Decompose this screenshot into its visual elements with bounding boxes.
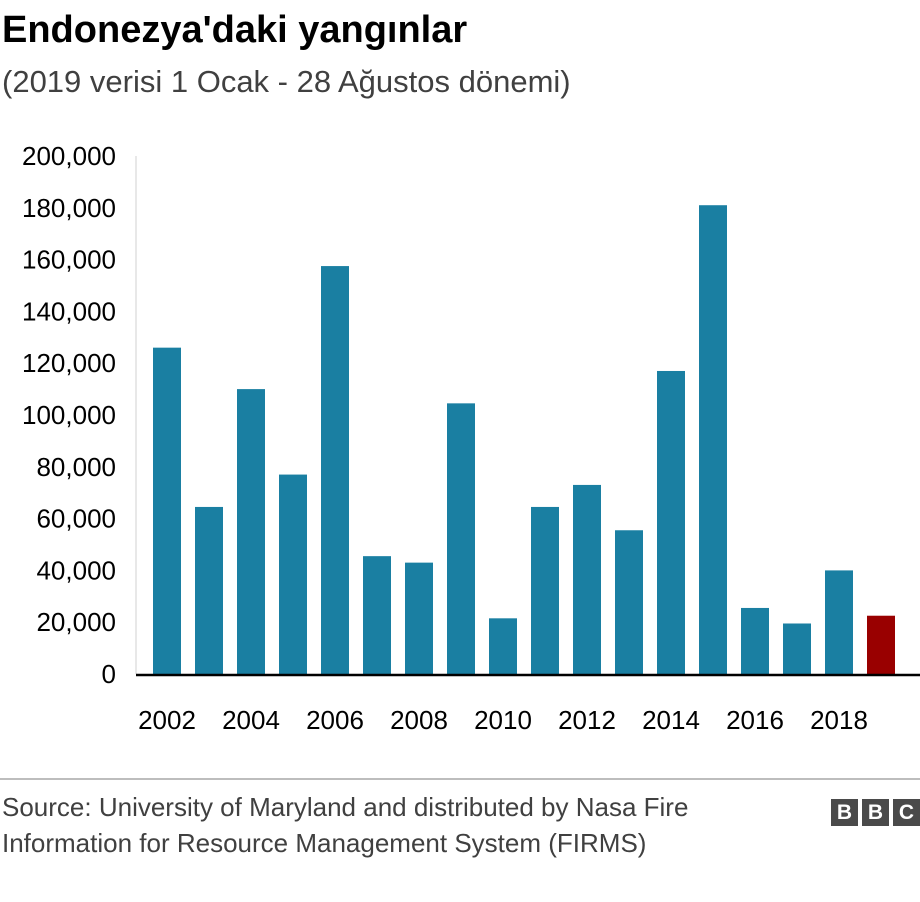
- y-tick-label: 80,000: [36, 452, 116, 482]
- bar-2019: [867, 615, 895, 674]
- y-tick-label: 40,000: [36, 555, 116, 585]
- bar-2014: [657, 370, 685, 674]
- x-tick-label: 2016: [726, 705, 784, 735]
- x-tick-label: 2010: [474, 705, 532, 735]
- bar-2008: [405, 562, 433, 674]
- x-tick-label: 2012: [558, 705, 616, 735]
- x-tick-label: 2014: [642, 705, 700, 735]
- bar-2013: [615, 530, 643, 674]
- bbc-logo-letter-b2: B: [862, 799, 889, 826]
- bbc-logo-letter-c: C: [893, 799, 920, 826]
- chart-title: Endonezya'daki yangınlar: [2, 9, 468, 51]
- y-tick-label: 0: [102, 659, 116, 689]
- y-tick-label: 20,000: [36, 607, 116, 637]
- bar-2012: [573, 484, 601, 674]
- y-tick-label: 100,000: [22, 400, 116, 430]
- source-note: Source: University of Maryland and distr…: [2, 792, 689, 858]
- bar-2010: [489, 618, 517, 674]
- bar-2005: [279, 474, 307, 674]
- bar-2016: [741, 607, 769, 674]
- bar-2018: [825, 570, 853, 674]
- bar-2003: [195, 506, 223, 674]
- y-tick-label: 200,000: [22, 141, 116, 171]
- x-tick-label: 2004: [222, 705, 280, 735]
- bar-2002: [153, 347, 181, 674]
- footer-divider: [0, 778, 920, 780]
- y-tick-label: 60,000: [36, 504, 116, 534]
- bar-2017: [783, 623, 811, 674]
- y-tick-label: 180,000: [22, 193, 116, 223]
- chart-subtitle: (2019 verisi 1 Ocak - 28 Ağustos dönemi): [2, 64, 571, 99]
- bbc-logo-letter-b1: B: [831, 799, 858, 826]
- bar-chart: 0 20,000 40,000 60,000 80,000 100,000 120,000 1…: [22, 141, 920, 735]
- bbc-logo: B B C: [831, 799, 920, 826]
- bar-2011: [531, 506, 559, 674]
- bar-2007: [363, 556, 391, 674]
- bar-2015: [699, 205, 727, 674]
- bar-2004: [237, 389, 265, 674]
- bar-2009: [447, 403, 475, 674]
- bar-2006: [321, 266, 349, 674]
- y-tick-label: 160,000: [22, 245, 116, 275]
- x-tick-label: 2018: [810, 705, 868, 735]
- x-tick-label: 2008: [390, 705, 448, 735]
- x-tick-label: 2002: [138, 705, 196, 735]
- y-tick-label: 140,000: [22, 296, 116, 326]
- y-tick-label: 120,000: [22, 348, 116, 378]
- x-tick-label: 2006: [306, 705, 364, 735]
